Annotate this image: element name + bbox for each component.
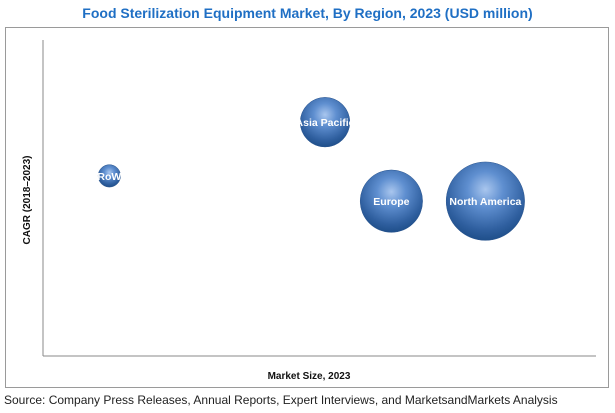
bubble-group: RoW Asia Pacific Europe North America [97, 97, 525, 241]
bubble-europe [359, 169, 423, 233]
chart-title: Food Sterilization Equipment Market, By … [82, 5, 533, 21]
bubble-label-north-america: North America [449, 196, 521, 208]
bubble-label-asia-pacific: Asia Pacific [296, 117, 355, 129]
x-axis-label: Market Size, 2023 [268, 371, 351, 382]
chart-border [5, 27, 609, 388]
bubble-asia-pacific [299, 97, 351, 148]
bubble-row [97, 164, 121, 188]
bubble-label-europe: Europe [373, 196, 409, 208]
bubble-north-america [445, 161, 525, 241]
bubble-label-row: RoW [97, 171, 121, 183]
source-note: Source: Company Press Releases, Annual R… [4, 393, 558, 407]
y-axis-label: CAGR (2018–2023) [22, 156, 33, 245]
